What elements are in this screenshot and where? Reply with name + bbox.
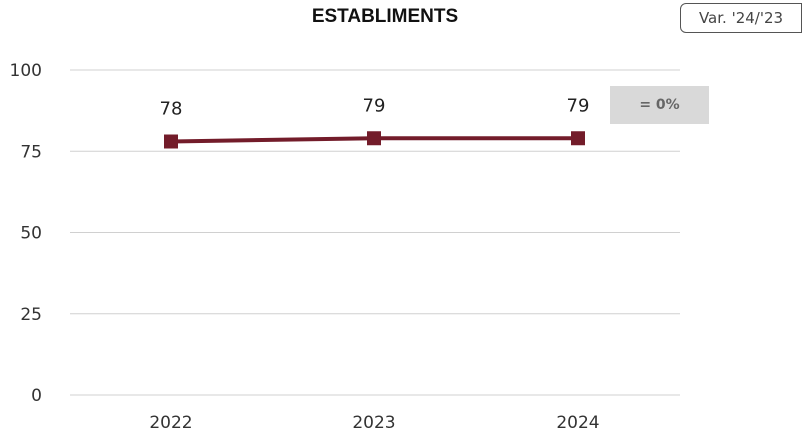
y-tick-label: 75 bbox=[20, 142, 42, 162]
data-point bbox=[164, 134, 178, 149]
data-label: 79 bbox=[363, 95, 386, 116]
data-label: 79 bbox=[567, 95, 590, 116]
variation-value: = 0% bbox=[610, 86, 709, 124]
y-tick-label: 25 bbox=[20, 305, 42, 325]
x-tick-label: 2022 bbox=[149, 413, 192, 433]
data-point bbox=[571, 131, 585, 146]
x-tick-label: 2023 bbox=[352, 413, 395, 433]
x-tick-label: 2024 bbox=[556, 413, 599, 433]
variation-header: Var. '24/'23 bbox=[680, 3, 802, 33]
y-tick-label: 0 bbox=[31, 386, 42, 406]
y-tick-label: 100 bbox=[10, 61, 42, 81]
data-label: 78 bbox=[160, 99, 183, 120]
chart-title: ESTABLIMENTS bbox=[311, 6, 459, 27]
y-tick-label: 50 bbox=[20, 224, 42, 244]
data-point bbox=[367, 131, 381, 146]
